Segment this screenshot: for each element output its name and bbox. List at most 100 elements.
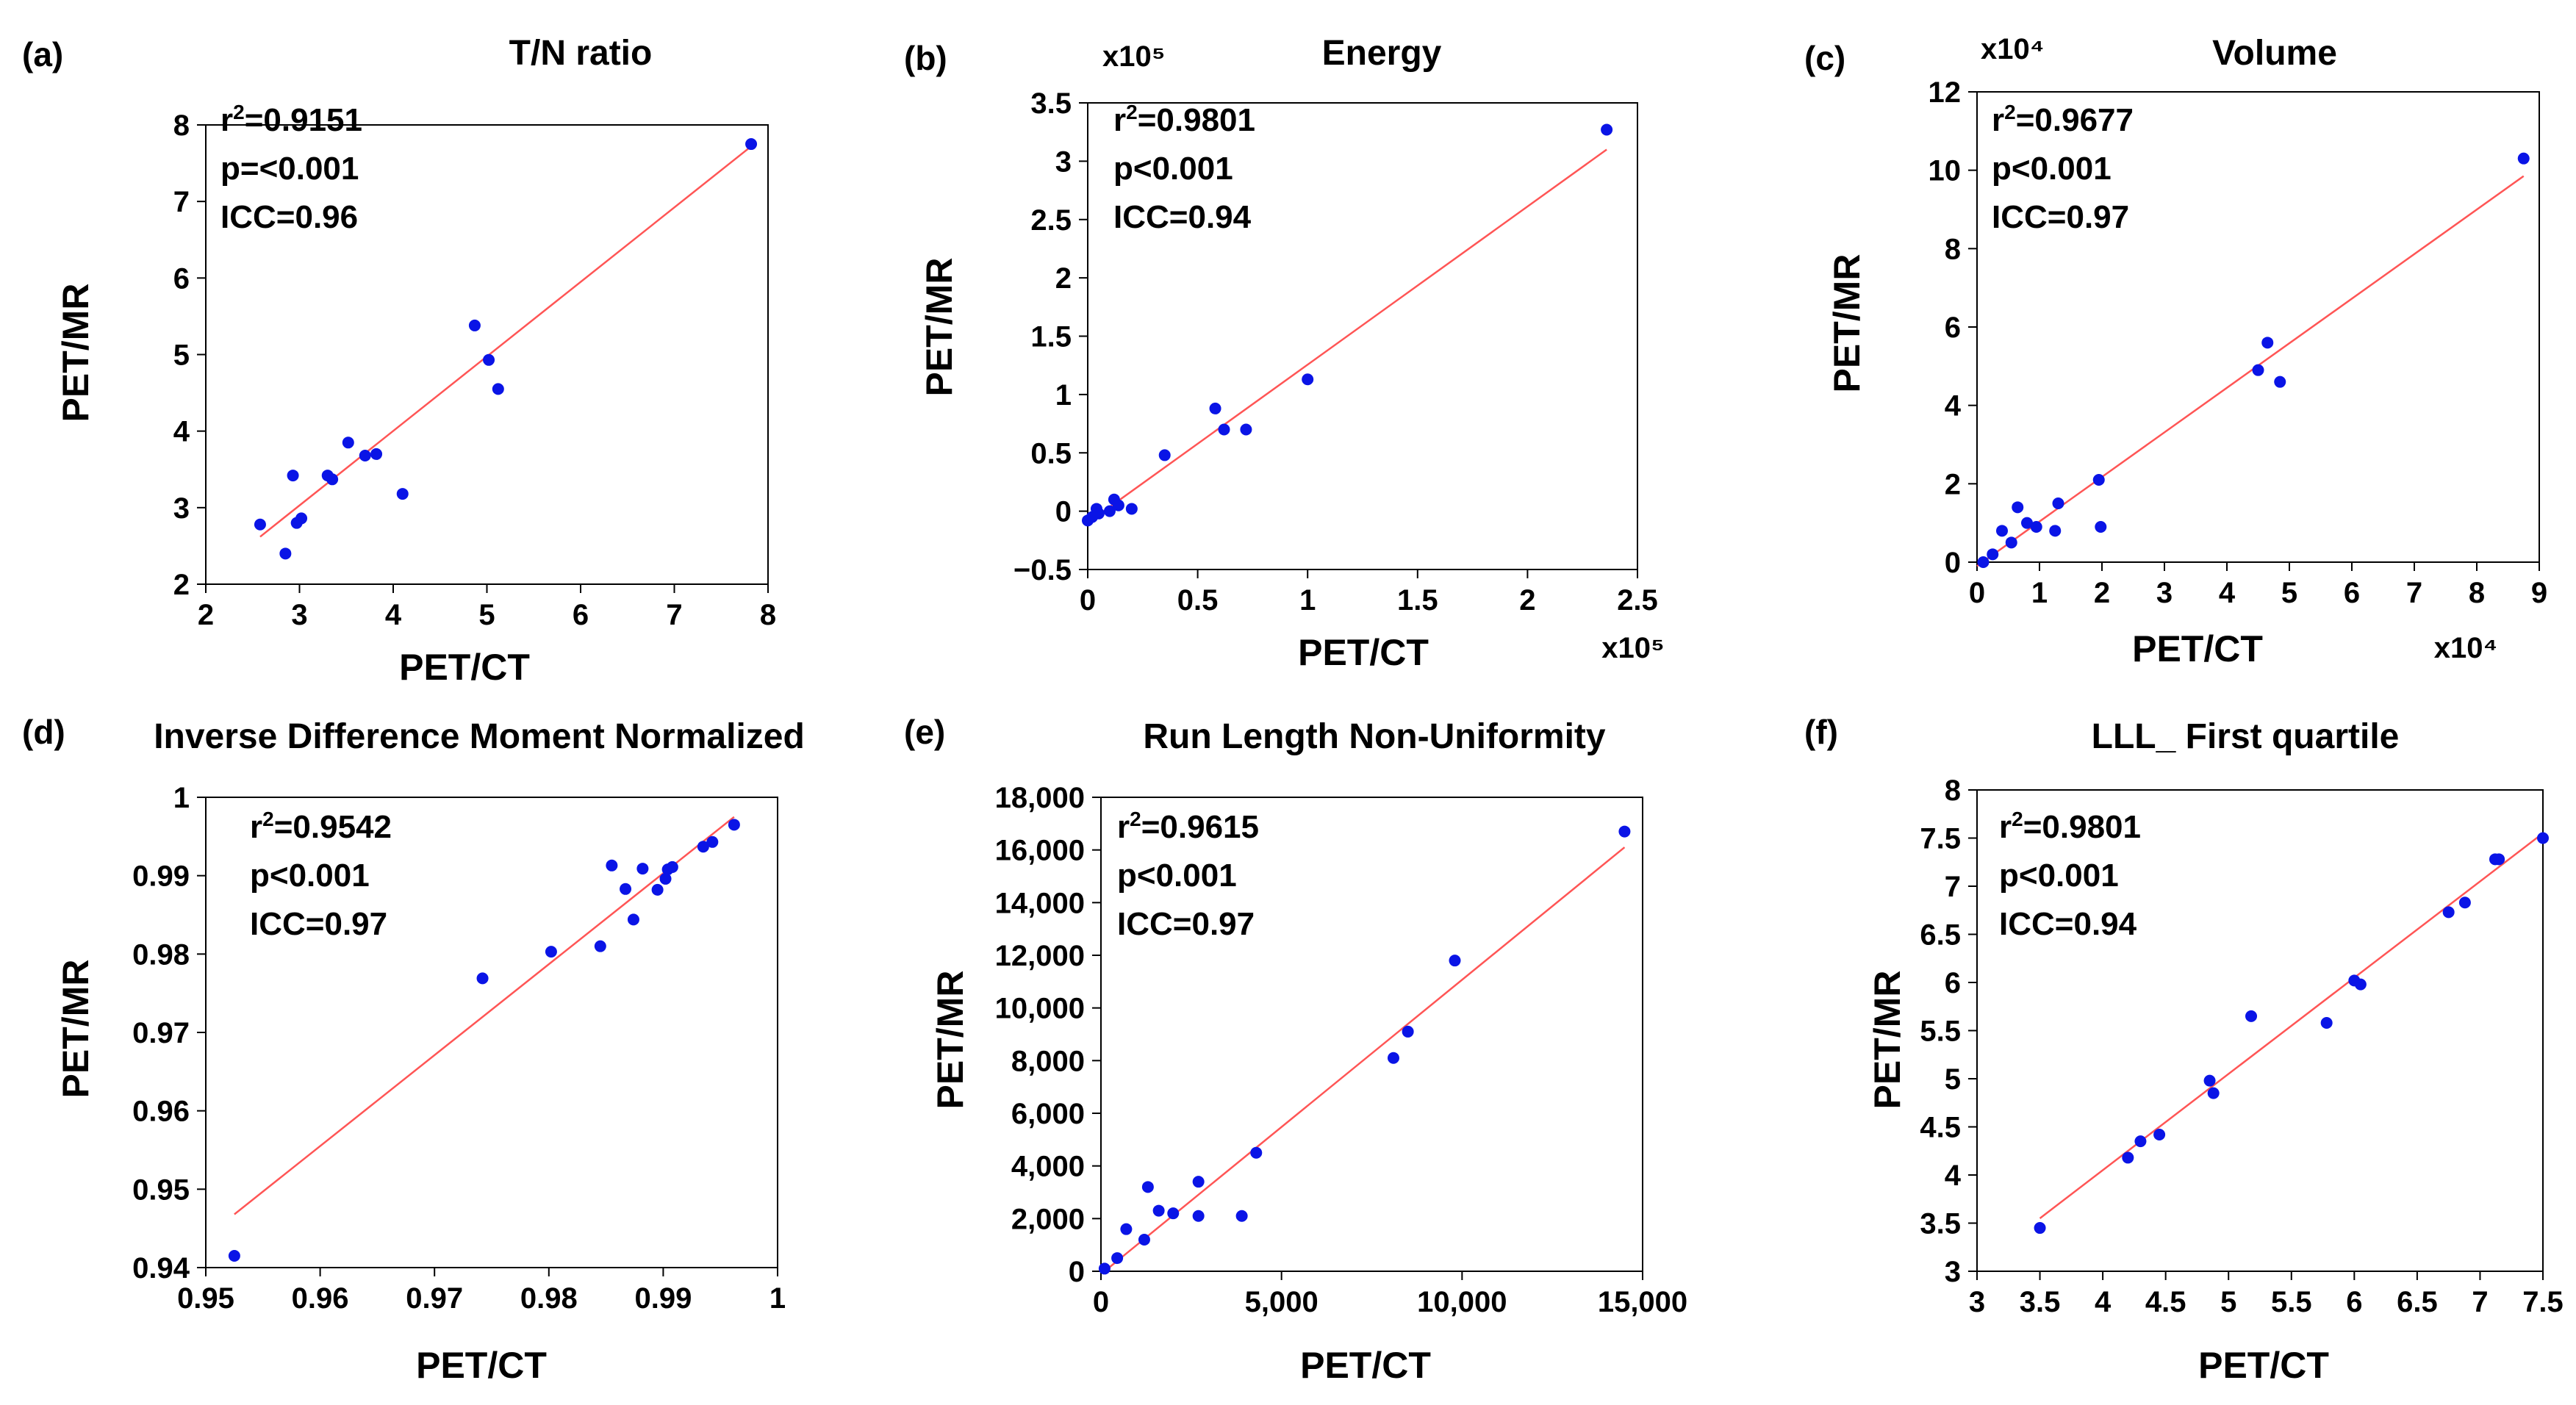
icc-annotation: ICC=0.97 xyxy=(1992,199,2129,235)
x-axis-label: PET/CT xyxy=(2198,1345,2329,1386)
y-tick-label: 3 xyxy=(1055,145,1072,178)
chart-title: Run Length Non-Uniformity xyxy=(1143,717,1606,756)
x-tick-label: 5 xyxy=(2281,577,2297,609)
data-point xyxy=(1618,825,1631,838)
data-point xyxy=(2354,978,2367,991)
chart-title: Inverse Difference Moment Normalized xyxy=(154,717,805,756)
regression-line xyxy=(1104,847,1626,1272)
data-point xyxy=(2442,906,2455,919)
y-tick-label: 6.5 xyxy=(1920,919,1961,952)
y-tick-label: 2,000 xyxy=(1011,1203,1085,1235)
x-tick-label: 5.5 xyxy=(2271,1286,2312,1318)
p-value-annotation: p<0.001 xyxy=(1113,151,1233,187)
x-tick-label: 0.99 xyxy=(634,1282,692,1315)
x-axis-label: PET/CT xyxy=(1300,1345,1431,1386)
data-point xyxy=(370,448,383,460)
data-point xyxy=(2052,497,2064,509)
data-point xyxy=(1098,1262,1111,1275)
p-value-annotation: p<0.001 xyxy=(1992,151,2112,187)
y-tick-label: 8 xyxy=(1945,775,1961,807)
data-point xyxy=(2034,1222,2046,1235)
y-tick-label: 7 xyxy=(173,186,190,218)
data-point xyxy=(1103,505,1116,517)
y-tick-label: 6 xyxy=(173,262,190,295)
data-point xyxy=(606,859,618,872)
y-tick-label: 7 xyxy=(1945,871,1961,903)
x-tick-label: 0.97 xyxy=(406,1282,463,1315)
data-point xyxy=(1387,1052,1399,1064)
x-tick-label: 7.5 xyxy=(2522,1286,2564,1318)
data-point xyxy=(1987,548,1999,561)
chart-title: T/N ratio xyxy=(509,34,653,73)
data-point xyxy=(1158,449,1171,461)
y-tick-label: 3.5 xyxy=(1030,87,1072,120)
y-tick-label: 6 xyxy=(1945,312,1961,344)
data-point xyxy=(1240,423,1252,436)
r-squared-annotation: r2=0.9801 xyxy=(1999,808,2141,845)
y-tick-label: 0 xyxy=(1055,496,1072,528)
x-tick-label: 2 xyxy=(1519,584,1535,617)
y-axis-label: PET/MR xyxy=(55,284,96,423)
x-tick-label: 3 xyxy=(2156,577,2173,609)
data-point xyxy=(1209,402,1221,414)
x-tick-label: 4 xyxy=(385,599,402,631)
data-point xyxy=(2207,1087,2220,1099)
y-tick-label: 16,000 xyxy=(995,835,1085,867)
data-point xyxy=(620,883,632,895)
y-tick-label: 0.99 xyxy=(132,860,190,893)
data-point xyxy=(1125,503,1138,515)
data-point xyxy=(666,860,678,873)
y-tick-label: 10,000 xyxy=(995,993,1085,1025)
y-tick-label: 0 xyxy=(1945,547,1961,579)
y-tick-label: 1 xyxy=(1055,379,1072,412)
x-tick-label: 3 xyxy=(291,599,307,631)
data-point xyxy=(2203,1074,2216,1087)
data-point xyxy=(2092,474,2105,486)
data-point xyxy=(728,819,740,831)
x-axis-label: PET/CT xyxy=(1298,632,1429,673)
y-axis-label: PET/MR xyxy=(1867,971,1908,1110)
data-point xyxy=(627,913,639,926)
data-point xyxy=(396,488,409,500)
y-tick-label: 0.97 xyxy=(132,1017,190,1049)
y-tick-label: 0.96 xyxy=(132,1096,190,1128)
data-point xyxy=(2320,1017,2333,1030)
chart-panel-a: (a) T/N ratio PET/CT PET/MR 2 3 4 5 6 7 8 2 3 4 5 6 7 8 r2… xyxy=(22,34,776,688)
chart-title: Volume xyxy=(2212,34,2337,73)
chart-title: Energy xyxy=(1322,34,1442,73)
regression-line xyxy=(259,145,752,538)
data-point xyxy=(2153,1128,2166,1140)
x-tick-label: 6 xyxy=(2344,577,2360,609)
x-tick-label: 6 xyxy=(2346,1286,2362,1318)
data-point xyxy=(2012,501,2024,514)
x-exponent-label: x10⁵ xyxy=(1601,632,1665,664)
x-tick-label: 0 xyxy=(1080,584,1096,617)
icc-annotation: ICC=0.94 xyxy=(1999,906,2137,942)
x-exponent-label: x10⁴ xyxy=(2434,632,2498,664)
data-point xyxy=(2021,517,2033,529)
y-tick-label: 8 xyxy=(173,109,190,142)
y-tick-label: 6,000 xyxy=(1011,1098,1085,1130)
data-point xyxy=(295,512,308,525)
data-point xyxy=(1092,507,1105,520)
x-tick-label: 0 xyxy=(1969,577,1985,609)
y-tick-label: 5 xyxy=(1945,1063,1961,1096)
regression-line xyxy=(234,816,735,1215)
x-axis-label: PET/CT xyxy=(399,647,530,688)
x-tick-label: 10,000 xyxy=(1417,1286,1507,1318)
data-point xyxy=(2274,375,2286,388)
data-point xyxy=(545,946,557,958)
p-value-annotation: p<0.001 xyxy=(1117,858,1237,894)
y-tick-label: 7.5 xyxy=(1920,823,1961,855)
data-point xyxy=(2005,536,2017,549)
x-tick-label: 4 xyxy=(2219,577,2236,609)
x-tick-label: 5,000 xyxy=(1245,1286,1319,1318)
y-axis-label: PET/MR xyxy=(919,258,960,397)
data-point xyxy=(706,836,719,848)
data-point xyxy=(1192,1210,1205,1222)
y-tick-label: 4 xyxy=(1945,1160,1962,1192)
panel-label: (f) xyxy=(1804,713,1838,751)
data-point xyxy=(1996,525,2008,537)
